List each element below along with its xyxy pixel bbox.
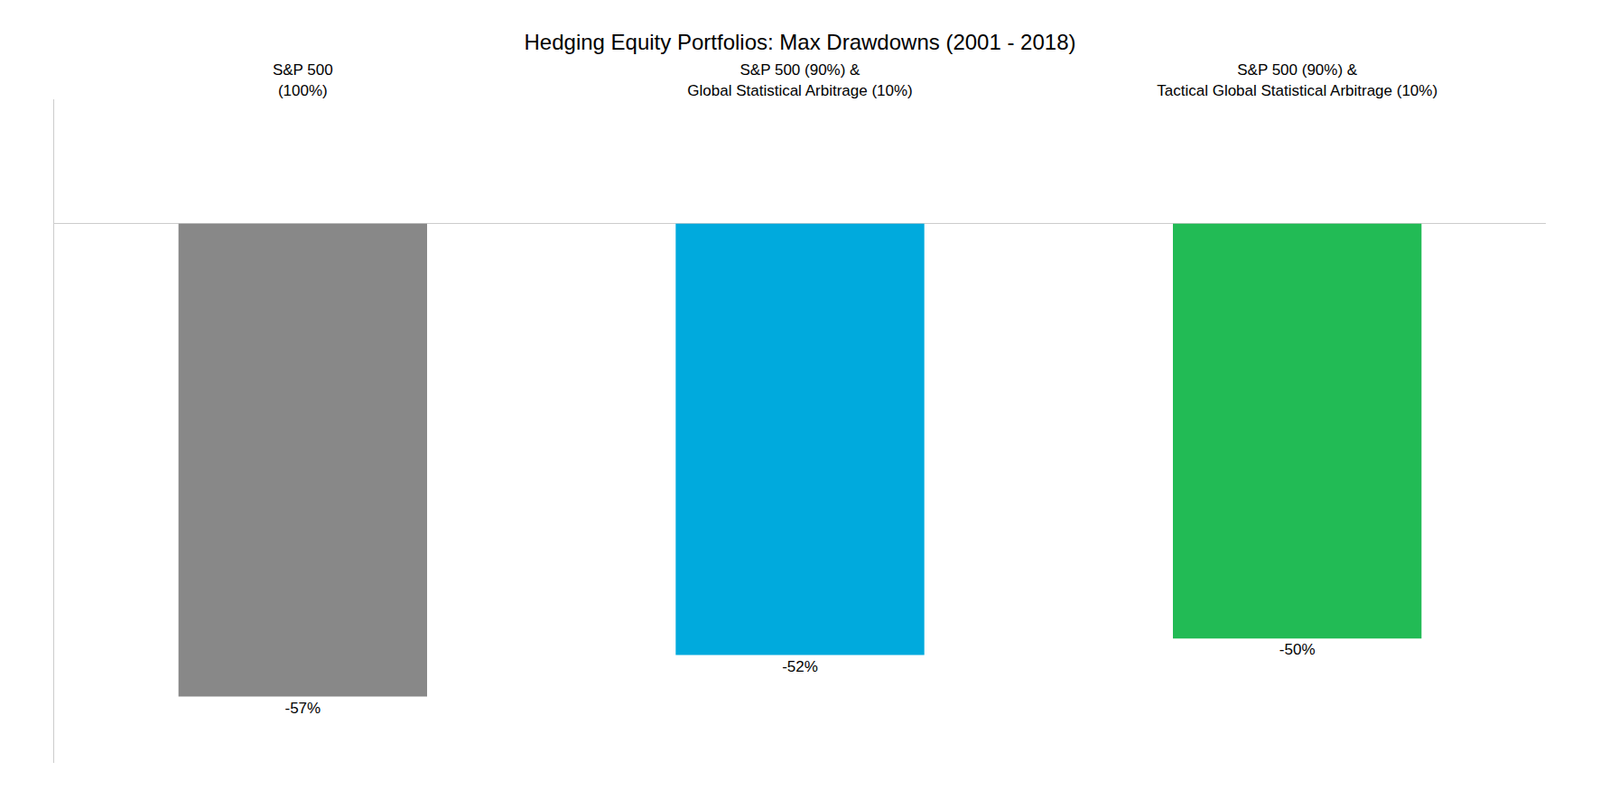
svg-text:S&P 500(100%): S&P 500(100%) [272, 62, 334, 100]
svg-text:-52%: -52% [781, 658, 819, 676]
svg-text:S&P 500 (90%) &Tactical Global: S&P 500 (90%) &Tactical Global Statistic… [1156, 62, 1438, 100]
svg-text:S&P 500 (90%) &Global Statisti: S&P 500 (90%) &Global Statistical Arbitr… [687, 62, 912, 100]
svg-text:-57%: -57% [284, 699, 321, 717]
svg-text:Hedging Equity Portfolios: Max: Hedging Equity Portfolios: Max Drawdowns… [524, 29, 1077, 55]
svg-text:-50%: -50% [1279, 641, 1316, 659]
